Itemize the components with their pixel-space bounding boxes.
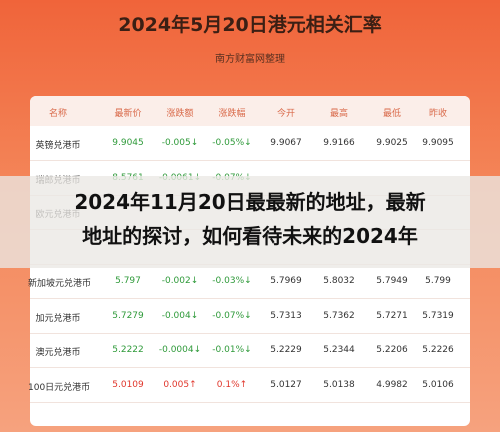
cell-value: -0.002↓ xyxy=(161,276,199,286)
cell-value: 0.1%↑ xyxy=(216,379,248,390)
cell-value: 0.005↑ xyxy=(163,379,197,390)
row-separator xyxy=(30,332,470,334)
cell-value: -0.004↓ xyxy=(161,310,199,321)
cell-value: 5.7271 xyxy=(376,310,408,321)
row-name: 加元兑港币 xyxy=(35,313,81,324)
cell-value: 5.7969 xyxy=(270,276,302,286)
row-name: 澳元兑港币 xyxy=(35,348,81,358)
row-separator xyxy=(30,367,470,368)
cell-value: 5.2206 xyxy=(376,345,408,355)
cell-value: -0.01%↓ xyxy=(212,345,252,355)
column-header: 昨收 xyxy=(428,109,447,119)
cell-value: 5.7319 xyxy=(422,310,454,321)
cell-value: 4.9982 xyxy=(376,379,408,390)
overlay-text: 2024年11月20日最最新的地址，最新 xyxy=(74,190,426,214)
column-header: 名称 xyxy=(48,109,67,119)
cell-value: 5.2226 xyxy=(422,345,454,355)
cell-value: -0.05%↓ xyxy=(212,138,252,148)
column-header: 涨跌幅 xyxy=(218,109,246,119)
column-header: 最新价 xyxy=(114,109,142,119)
cell-value: 5.7362 xyxy=(323,310,355,321)
row-name: 英镑兑港币 xyxy=(35,141,81,151)
cell-value: 5.7279 xyxy=(112,310,144,321)
cell-value: -0.07%↓ xyxy=(212,310,252,321)
column-header: 涨跌额 xyxy=(166,109,194,119)
cell-value: 5.2222 xyxy=(112,345,144,355)
cell-value: -0.005↓ xyxy=(161,138,199,148)
row-separator xyxy=(30,401,470,403)
cell-value: 5.0138 xyxy=(323,379,355,390)
cell-value: 9.9095 xyxy=(422,138,454,148)
cell-value: 9.9067 xyxy=(270,138,302,148)
cell-value: 5.797 xyxy=(115,276,141,286)
title: 2024年5月20日港元相关汇率 xyxy=(118,14,382,36)
cell-value: 5.0109 xyxy=(112,379,144,390)
cell-value: 9.9025 xyxy=(376,138,408,148)
overlay-band: 2024年11月20日最最新的地址，最新 地址的探讨，如何看待未来的2024年 xyxy=(0,176,500,268)
column-header: 今开 xyxy=(276,109,295,119)
row-name: 100日元兑港币 xyxy=(28,382,91,393)
cell-value: 5.8032 xyxy=(323,276,355,286)
cell-value: 5.0127 xyxy=(270,379,302,390)
column-header: 最高 xyxy=(329,109,348,119)
cell-value: 9.9045 xyxy=(112,138,144,148)
overlay-text: 地址的探讨，如何看待未来的2024年 xyxy=(82,224,418,248)
subtitle: 南方财富网整理 xyxy=(215,54,285,65)
cell-value: 5.0106 xyxy=(422,379,454,390)
row-separator xyxy=(30,298,470,299)
cell-value: -0.03%↓ xyxy=(212,276,252,286)
cell-value: 5.2229 xyxy=(270,345,302,355)
column-header: 最低 xyxy=(382,109,401,119)
cell-value: 5.7949 xyxy=(376,276,408,286)
row-name: 新加坡元兑港币 xyxy=(28,279,92,289)
cell-value: 5.799 xyxy=(425,276,451,286)
row-separator xyxy=(30,160,470,161)
header-row-bg xyxy=(30,96,470,126)
cell-value: -0.0004↓ xyxy=(158,345,202,355)
cell-value: 5.7313 xyxy=(270,310,302,321)
cell-value: 9.9166 xyxy=(323,138,355,148)
cell-value: 5.2344 xyxy=(323,345,355,355)
